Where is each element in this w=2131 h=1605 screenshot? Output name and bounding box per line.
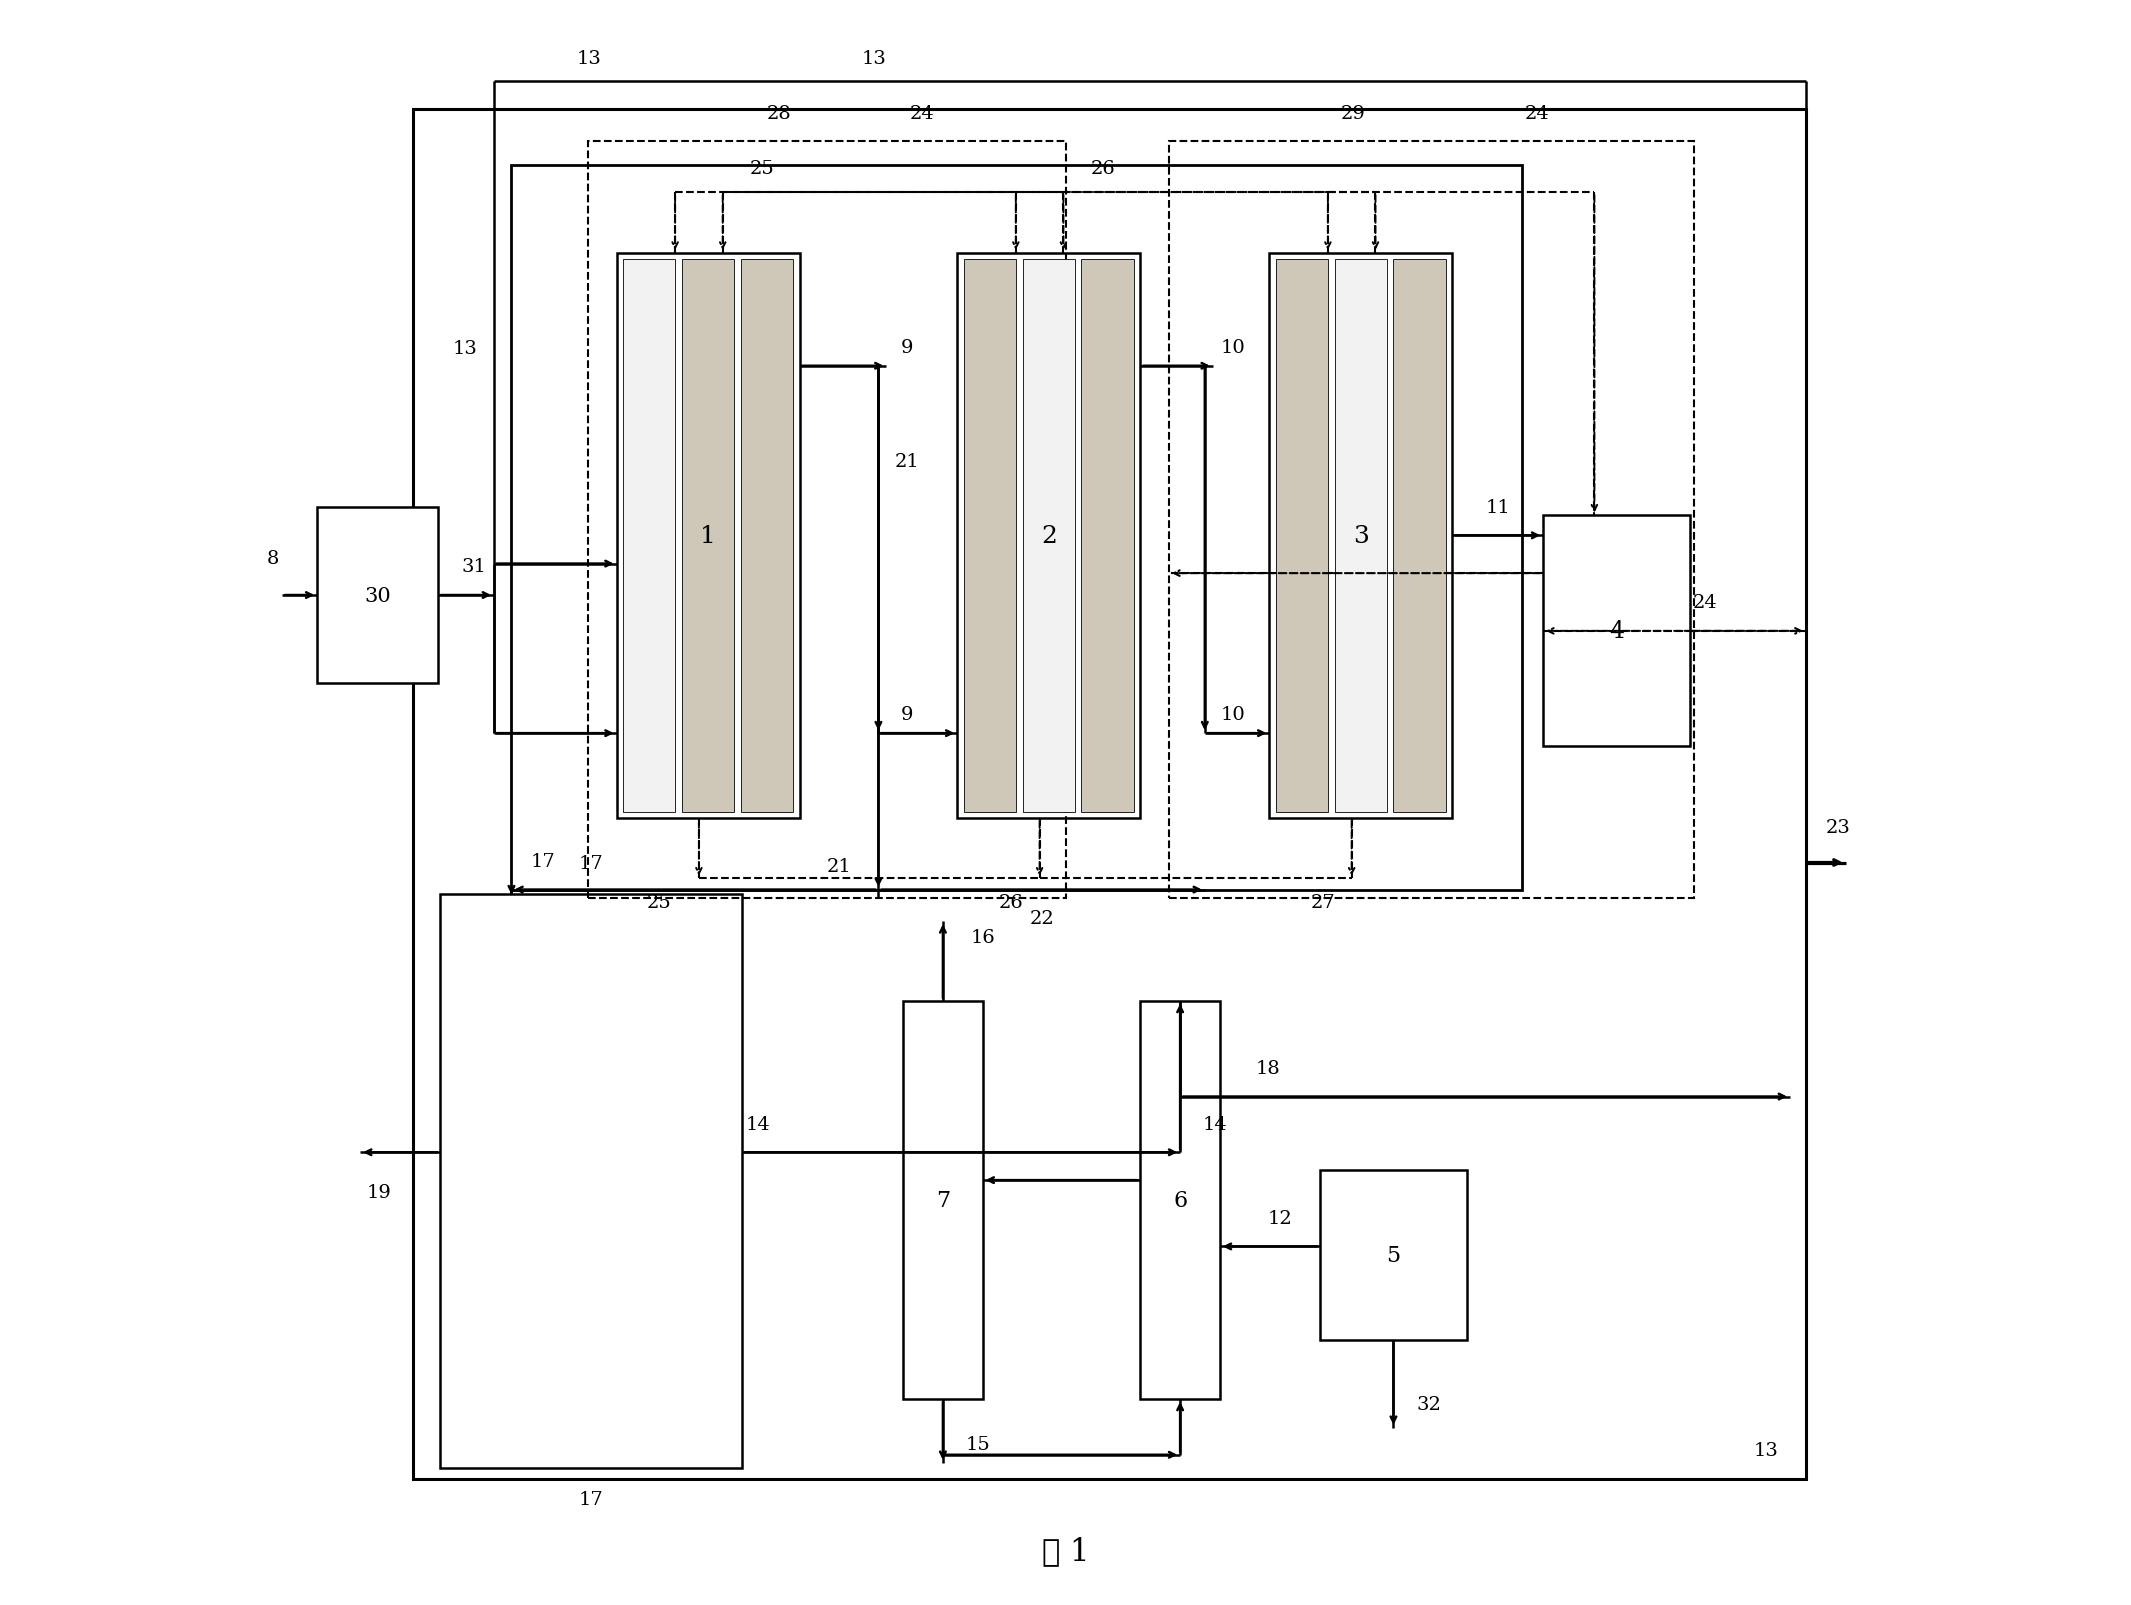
Bar	[963, 260, 1016, 812]
Text: 9: 9	[901, 706, 914, 724]
Text: 26: 26	[1091, 160, 1117, 178]
Text: 26: 26	[999, 894, 1023, 912]
Text: 15: 15	[965, 1435, 991, 1453]
Bar	[1276, 260, 1328, 812]
Bar	[439, 894, 742, 1467]
Text: 21: 21	[895, 453, 918, 470]
Bar	[1334, 260, 1387, 812]
Bar	[622, 260, 676, 812]
Text: 28: 28	[767, 104, 791, 122]
Text: 10: 10	[1221, 339, 1247, 356]
Text: 22: 22	[1029, 910, 1055, 928]
Text: 16: 16	[970, 929, 995, 947]
Text: 2: 2	[1040, 525, 1057, 547]
Text: 25: 25	[750, 160, 776, 178]
Text: 12: 12	[1268, 1209, 1294, 1226]
Text: 17: 17	[580, 854, 603, 872]
Text: 13: 13	[863, 50, 886, 69]
Text: 19: 19	[367, 1183, 392, 1201]
Text: 5: 5	[1387, 1244, 1400, 1266]
Bar	[588, 143, 1066, 897]
Text: 32: 32	[1417, 1395, 1441, 1412]
Text: 27: 27	[1311, 894, 1336, 912]
Text: 3: 3	[1353, 525, 1368, 547]
Text: 23: 23	[1826, 819, 1850, 836]
Bar	[1080, 260, 1134, 812]
Text: 25: 25	[646, 894, 671, 912]
Text: 7: 7	[936, 1189, 950, 1212]
Text: 图 1: 图 1	[1042, 1534, 1089, 1566]
Bar	[1543, 517, 1690, 746]
Bar	[318, 509, 439, 684]
Text: 6: 6	[1172, 1189, 1187, 1212]
Bar	[511, 165, 1522, 891]
Bar	[742, 260, 793, 812]
Text: 21: 21	[827, 857, 850, 875]
Text: 11: 11	[1485, 499, 1511, 517]
Text: 13: 13	[1754, 1441, 1779, 1459]
Text: 14: 14	[1202, 1115, 1227, 1133]
Bar	[957, 254, 1140, 819]
Bar	[1023, 260, 1074, 812]
Text: 31: 31	[462, 559, 486, 576]
Text: 8: 8	[266, 551, 279, 568]
Text: 30: 30	[364, 586, 392, 605]
Bar	[616, 254, 799, 819]
Text: 17: 17	[580, 1491, 603, 1509]
Text: 18: 18	[1255, 1059, 1281, 1077]
Text: 24: 24	[1694, 594, 1718, 612]
Text: 1: 1	[701, 525, 716, 547]
Bar	[1170, 143, 1694, 897]
Text: 24: 24	[1524, 104, 1549, 122]
Text: 10: 10	[1221, 706, 1247, 724]
Bar	[1321, 1170, 1466, 1340]
Text: 14: 14	[746, 1115, 771, 1133]
Text: 13: 13	[578, 50, 601, 69]
Text: 4: 4	[1609, 620, 1624, 644]
Bar	[1140, 1002, 1219, 1400]
Bar	[413, 111, 1805, 1478]
Text: 9: 9	[901, 339, 914, 356]
Text: 29: 29	[1340, 104, 1366, 122]
Bar	[1394, 260, 1447, 812]
Bar	[682, 260, 735, 812]
Text: 17: 17	[531, 852, 556, 870]
Text: 24: 24	[910, 104, 936, 122]
Bar	[904, 1002, 982, 1400]
Text: 13: 13	[452, 340, 477, 358]
Bar	[1270, 254, 1453, 819]
